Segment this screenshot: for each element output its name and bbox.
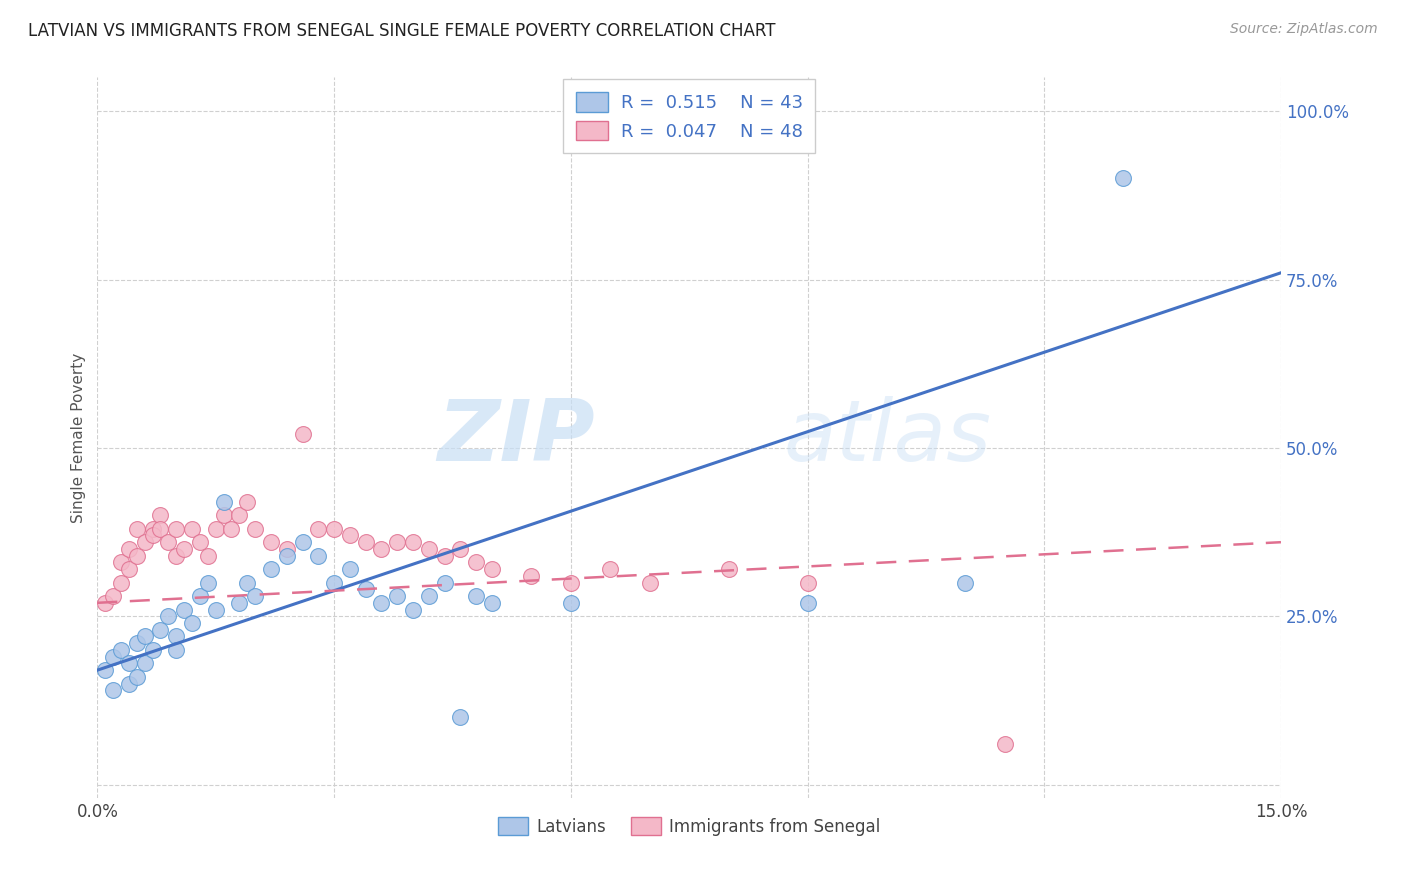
Point xyxy=(197,549,219,563)
Point xyxy=(125,670,148,684)
Point xyxy=(125,636,148,650)
Point xyxy=(188,589,211,603)
Point xyxy=(260,535,283,549)
Point xyxy=(212,495,235,509)
Legend: Latvians, Immigrants from Senegal: Latvians, Immigrants from Senegal xyxy=(489,808,889,844)
Point xyxy=(402,535,425,549)
Point xyxy=(323,575,346,590)
Point xyxy=(125,549,148,563)
Point xyxy=(101,683,124,698)
Point xyxy=(212,508,235,523)
Point xyxy=(181,615,204,630)
Point xyxy=(307,549,329,563)
Point xyxy=(101,649,124,664)
Point xyxy=(173,602,195,616)
Point xyxy=(276,541,298,556)
Point xyxy=(449,710,471,724)
Point xyxy=(481,562,503,576)
Point xyxy=(110,643,132,657)
Point xyxy=(236,495,259,509)
Point xyxy=(354,535,377,549)
Point xyxy=(291,427,314,442)
Point xyxy=(465,589,488,603)
Point xyxy=(118,657,141,671)
Point xyxy=(243,589,266,603)
Point xyxy=(165,630,187,644)
Point xyxy=(221,522,243,536)
Point xyxy=(118,541,141,556)
Point xyxy=(354,582,377,597)
Point xyxy=(994,737,1017,751)
Text: LATVIAN VS IMMIGRANTS FROM SENEGAL SINGLE FEMALE POVERTY CORRELATION CHART: LATVIAN VS IMMIGRANTS FROM SENEGAL SINGL… xyxy=(28,22,776,40)
Point xyxy=(402,602,425,616)
Point xyxy=(149,508,172,523)
Point xyxy=(125,522,148,536)
Text: ZIP: ZIP xyxy=(437,396,595,479)
Point xyxy=(260,562,283,576)
Point xyxy=(796,596,818,610)
Point xyxy=(118,676,141,690)
Point xyxy=(188,535,211,549)
Point xyxy=(149,522,172,536)
Point xyxy=(165,549,187,563)
Point xyxy=(276,549,298,563)
Point xyxy=(142,522,165,536)
Point xyxy=(173,541,195,556)
Point xyxy=(323,522,346,536)
Point xyxy=(560,596,582,610)
Point xyxy=(236,575,259,590)
Point xyxy=(370,541,392,556)
Point xyxy=(339,562,361,576)
Point xyxy=(142,528,165,542)
Point xyxy=(101,589,124,603)
Y-axis label: Single Female Poverty: Single Female Poverty xyxy=(72,352,86,523)
Point xyxy=(134,535,156,549)
Point xyxy=(433,549,456,563)
Point xyxy=(134,657,156,671)
Point xyxy=(204,522,226,536)
Point xyxy=(370,596,392,610)
Point xyxy=(94,596,117,610)
Point xyxy=(157,535,180,549)
Point xyxy=(197,575,219,590)
Point xyxy=(1112,171,1135,186)
Point xyxy=(149,623,172,637)
Text: Source: ZipAtlas.com: Source: ZipAtlas.com xyxy=(1230,22,1378,37)
Point xyxy=(449,541,471,556)
Point xyxy=(638,575,661,590)
Point xyxy=(181,522,204,536)
Point xyxy=(228,596,250,610)
Point xyxy=(465,555,488,569)
Point xyxy=(243,522,266,536)
Point xyxy=(110,555,132,569)
Point xyxy=(796,575,818,590)
Point xyxy=(481,596,503,610)
Point xyxy=(717,562,740,576)
Point xyxy=(599,562,621,576)
Point xyxy=(94,663,117,677)
Point xyxy=(142,643,165,657)
Point xyxy=(165,522,187,536)
Point xyxy=(165,643,187,657)
Point xyxy=(955,575,977,590)
Point xyxy=(433,575,456,590)
Point xyxy=(520,569,543,583)
Point xyxy=(157,609,180,624)
Point xyxy=(339,528,361,542)
Point xyxy=(291,535,314,549)
Point xyxy=(204,602,226,616)
Point xyxy=(228,508,250,523)
Point xyxy=(110,575,132,590)
Point xyxy=(134,630,156,644)
Point xyxy=(387,589,409,603)
Text: atlas: atlas xyxy=(783,396,991,479)
Point xyxy=(118,562,141,576)
Point xyxy=(307,522,329,536)
Point xyxy=(418,589,440,603)
Point xyxy=(560,575,582,590)
Point xyxy=(418,541,440,556)
Point xyxy=(387,535,409,549)
